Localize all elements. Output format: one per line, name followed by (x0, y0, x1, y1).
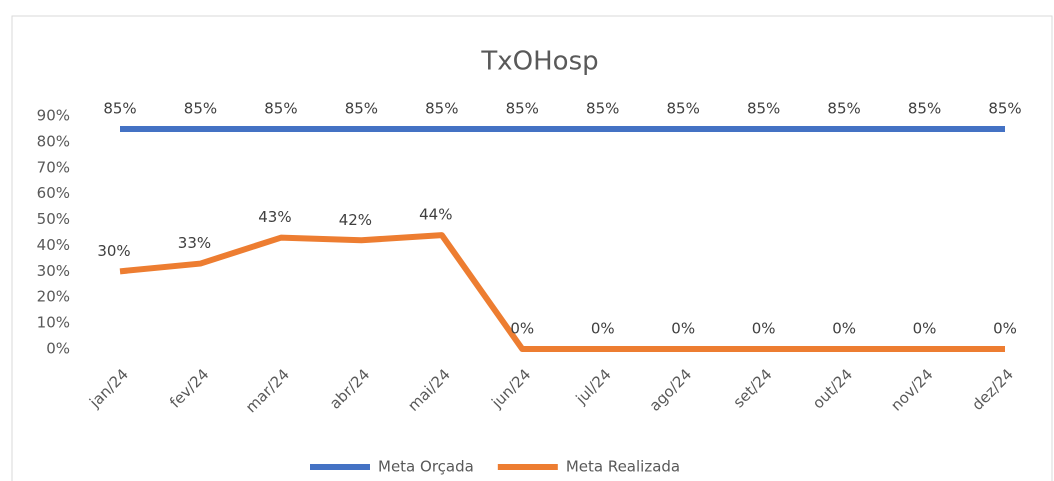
y-tick-label: 30% (37, 262, 70, 280)
y-tick-label: 60% (37, 184, 70, 202)
data-label: 33% (178, 234, 211, 252)
data-label: 85% (586, 99, 619, 117)
data-label: 85% (908, 99, 941, 117)
data-label: 0% (913, 320, 937, 338)
data-label: 85% (103, 99, 136, 117)
y-tick-label: 80% (37, 132, 70, 150)
data-label: 85% (827, 99, 860, 117)
y-tick-label: 10% (37, 314, 70, 332)
y-tick-label: 0% (46, 340, 70, 358)
y-tick-label: 70% (37, 158, 70, 176)
data-label: 42% (339, 211, 372, 229)
data-label: 0% (752, 320, 776, 338)
data-label: 85% (264, 99, 297, 117)
data-label: 85% (184, 99, 217, 117)
data-label: 85% (667, 99, 700, 117)
data-label: 44% (419, 206, 452, 224)
data-label: 0% (832, 320, 856, 338)
data-label: 85% (988, 99, 1021, 117)
chart-frame (11, 15, 1053, 481)
y-tick-label: 20% (37, 288, 70, 306)
data-label: 43% (258, 208, 291, 226)
data-label: 30% (97, 242, 130, 260)
data-label: 0% (591, 320, 615, 338)
data-label: 0% (993, 320, 1017, 338)
legend-label: Meta Realizada (566, 458, 680, 476)
y-tick-label: 90% (37, 107, 70, 125)
data-label: 85% (506, 99, 539, 117)
data-label: 85% (425, 99, 458, 117)
chart-title: TxOHosp (480, 47, 598, 77)
data-label: 0% (671, 320, 695, 338)
data-label: 85% (345, 99, 378, 117)
y-tick-label: 50% (37, 210, 70, 228)
data-label: 0% (510, 320, 534, 338)
legend-label: Meta Orçada (378, 458, 474, 476)
series-line (119, 232, 1005, 352)
y-tick-label: 40% (37, 236, 70, 254)
data-label: 85% (747, 99, 780, 117)
